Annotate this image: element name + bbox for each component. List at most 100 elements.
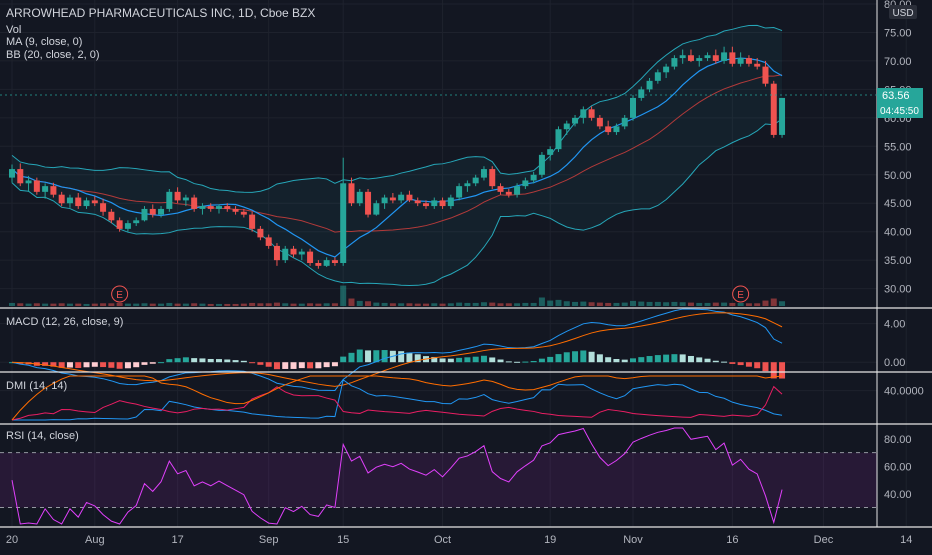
macd-histogram-bar xyxy=(621,359,628,363)
candle-body xyxy=(365,191,372,215)
macd-histogram-bar xyxy=(630,358,636,363)
candle-body xyxy=(596,117,603,127)
candle-body xyxy=(100,203,107,212)
symbol-title[interactable]: ARROWHEAD PHARMACEUTICALS INC, 1D, Cboe … xyxy=(6,6,315,20)
y-tick-label: 40.00 xyxy=(884,227,912,239)
candle-body xyxy=(166,191,173,209)
candle-body xyxy=(439,200,446,207)
y-tick-label: 75.00 xyxy=(884,27,912,39)
dmi-title[interactable]: DMI (14, 14) xyxy=(6,380,67,392)
macd-histogram-bar xyxy=(447,358,454,363)
axes: 20 Aug 17 Sep 15 Oct 19 Nov 16 Dec 14 80.00 75.00 70.… xyxy=(6,0,924,546)
volume-bar xyxy=(315,303,322,306)
volume-bar xyxy=(414,303,421,306)
candle-body xyxy=(472,177,479,184)
bb-upper-line xyxy=(11,24,783,193)
volume-bar xyxy=(447,303,454,306)
volume-bar xyxy=(472,302,479,306)
last-price-badge: 63.56 04:45:50 xyxy=(877,88,923,118)
macd-histogram-bar xyxy=(340,356,347,363)
candles xyxy=(9,46,786,269)
volume-bar xyxy=(216,303,222,306)
macd-histogram-bar xyxy=(704,358,711,363)
macd-histogram-bar xyxy=(75,362,82,368)
macd-histogram-bar xyxy=(762,362,769,372)
candle-body xyxy=(273,245,280,261)
macd-histogram-bar xyxy=(712,360,719,363)
x-tick-label: Dec xyxy=(814,534,834,546)
x-tick-label: Nov xyxy=(623,534,643,546)
volume-bar xyxy=(754,303,761,306)
y-tick-label: 80.00 xyxy=(884,434,912,446)
macd-histogram-bar xyxy=(588,351,595,363)
macd-histogram-bar xyxy=(182,357,189,363)
volume-bar xyxy=(373,302,380,306)
volume-bar xyxy=(638,301,645,306)
macd-histogram-bar xyxy=(240,360,247,363)
macd-histogram-bar xyxy=(779,362,786,379)
macd-histogram-bar xyxy=(406,352,413,363)
volume-bar xyxy=(572,301,579,306)
volume-bar xyxy=(199,303,206,306)
countdown-value: 04:45:50 xyxy=(880,106,919,117)
earnings-marker-2[interactable]: E xyxy=(732,285,750,303)
candle-body xyxy=(754,63,761,67)
candle-body xyxy=(538,154,545,175)
macd-histogram-bar xyxy=(431,356,438,363)
legend-bb[interactable]: BB (20, close, 2, 0) xyxy=(6,49,100,61)
volume-bar xyxy=(207,303,214,306)
macd-histogram-bar xyxy=(580,350,587,363)
legend-ma[interactable]: MA (9, close, 0) xyxy=(6,36,82,48)
candle-body xyxy=(745,58,752,64)
candle-body xyxy=(340,183,347,263)
volume-bar xyxy=(224,303,231,306)
macd-histogram-bar xyxy=(530,360,537,363)
volume-bar xyxy=(50,303,57,306)
candle-body xyxy=(721,52,728,61)
macd-histogram-bar xyxy=(331,362,338,367)
candle-body xyxy=(199,206,206,209)
volume-bar xyxy=(265,303,272,306)
macd-histogram-bar xyxy=(348,352,355,363)
candle-body xyxy=(737,58,744,64)
macd-histogram-bar xyxy=(439,358,446,363)
candle-body xyxy=(50,186,57,195)
volume-bar xyxy=(66,303,73,306)
candle-body xyxy=(588,109,595,118)
volume-bar xyxy=(596,302,603,306)
bb-basis-line xyxy=(11,74,783,233)
bb-fill xyxy=(12,25,783,286)
macd-histogram-bar xyxy=(373,350,380,363)
x-tick-label: 19 xyxy=(544,534,556,546)
legend-vol[interactable]: Vol xyxy=(6,24,21,36)
volume-bar xyxy=(439,303,446,306)
macd-histogram-bar xyxy=(91,362,98,367)
rsi-title[interactable]: RSI (14, close) xyxy=(6,430,79,442)
macd-histogram-bar xyxy=(754,362,761,369)
candle-body xyxy=(687,55,694,61)
volume-bar xyxy=(307,303,314,306)
candle-body xyxy=(42,186,49,192)
candle-body xyxy=(646,80,653,90)
earnings-marker-1[interactable]: E xyxy=(111,285,129,303)
volume-bars xyxy=(9,285,786,306)
volume-bar xyxy=(737,302,744,306)
y-tick-label: 35.00 xyxy=(884,255,912,267)
volume-bar xyxy=(182,303,189,306)
dmi-plus-line xyxy=(12,378,783,421)
volume-bar xyxy=(431,303,438,306)
candle-body xyxy=(307,251,314,263)
currency-badge[interactable]: USD xyxy=(889,5,917,19)
macd-histogram-bar xyxy=(721,361,728,363)
rsi-line xyxy=(11,427,783,525)
indicator-plots xyxy=(0,308,877,525)
macd-title[interactable]: MACD (12, 26, close, 9) xyxy=(6,316,123,328)
macd-line xyxy=(11,308,783,391)
volume-bar xyxy=(116,302,123,306)
macd-histogram-bar xyxy=(174,358,181,363)
volume-bar xyxy=(679,302,686,306)
volume-bar xyxy=(779,301,786,306)
macd-histogram-bar xyxy=(100,362,107,368)
candle-body xyxy=(356,191,363,204)
volume-bar xyxy=(174,303,181,306)
